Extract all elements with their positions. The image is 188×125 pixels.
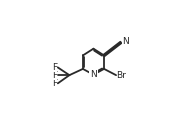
Text: N: N [122,38,129,46]
Text: F: F [52,79,57,88]
Text: F: F [52,71,57,80]
Text: Br: Br [117,71,127,80]
Text: N: N [90,70,97,79]
Text: F: F [52,63,57,72]
